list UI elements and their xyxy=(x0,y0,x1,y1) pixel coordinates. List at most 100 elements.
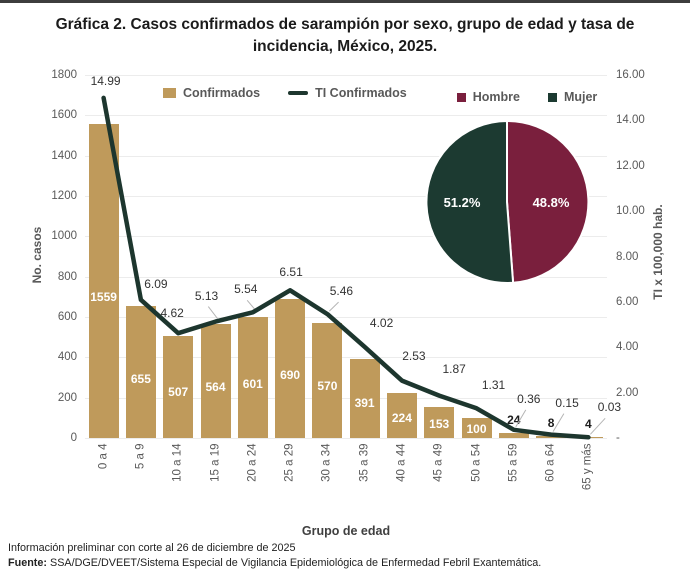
bar-value-label: 690 xyxy=(280,368,301,383)
label-leader-line xyxy=(246,299,256,310)
ti-line-marker-icon xyxy=(288,90,309,96)
ti-point-label: 5.46 xyxy=(329,284,354,299)
ti-point-label: 6.09 xyxy=(144,276,168,291)
gridline xyxy=(85,397,607,399)
y-axis-tick-left: 1400 xyxy=(51,149,77,162)
bar xyxy=(312,323,343,438)
bar-value-label: 153 xyxy=(429,417,450,432)
bar-line-legend: Confirmados TI Confirmados xyxy=(163,86,407,100)
pie-label-mujer: 51.2% xyxy=(443,195,481,210)
bar xyxy=(424,407,455,438)
bar-value-label: 564 xyxy=(205,379,226,394)
bar xyxy=(461,417,492,438)
bar xyxy=(349,359,380,438)
y-axis-tick-right: 12.00 xyxy=(616,159,645,172)
footnote-fuente-text: SSA/DGE/DVEET/Sistema Especial de Vigila… xyxy=(47,557,542,570)
bar xyxy=(536,436,567,438)
bar-value-label: 507 xyxy=(168,385,189,399)
y-axis-tick-left: 400 xyxy=(57,351,77,364)
confirmados-swatch-icon xyxy=(163,88,176,98)
gridline xyxy=(85,317,607,318)
y-axis-tick-left: 800 xyxy=(57,270,77,283)
label-leader-line xyxy=(589,417,606,435)
ti-confirmados-line xyxy=(101,95,591,440)
gridline xyxy=(85,196,607,197)
label-leader-line xyxy=(207,306,218,319)
y-axis-tick-right: 14.00 xyxy=(616,114,645,127)
y-axis-tick-left: 200 xyxy=(57,391,77,404)
bar-value-label: 601 xyxy=(242,376,263,391)
gridline xyxy=(85,155,607,157)
bar-value-label: 655 xyxy=(130,371,151,386)
gridline xyxy=(85,115,607,117)
gridline xyxy=(85,438,607,439)
bar xyxy=(163,335,194,438)
y-axis-tick-left: 600 xyxy=(57,311,77,323)
label-leader-line xyxy=(552,413,565,432)
legend-label-mujer: Mujer xyxy=(563,90,598,104)
ti-point-label: 4.62 xyxy=(160,306,184,321)
bar-value-label: 224 xyxy=(391,410,412,425)
ti-point-label: 5.13 xyxy=(194,288,219,303)
legend-label-confirmados: Confirmados xyxy=(183,86,261,100)
y-axis-tick-left: 1200 xyxy=(51,190,77,202)
bar xyxy=(237,316,268,438)
bar-value-label: 4 xyxy=(585,417,592,432)
bar xyxy=(200,324,231,438)
y-axis-tick-right: - xyxy=(616,432,620,444)
y-axis-tick-right: 10.00 xyxy=(616,205,645,218)
pie-slice-hombre xyxy=(506,119,590,284)
y-axis-tick-right: 8.00 xyxy=(616,250,639,263)
legend-label-hombre: Hombre xyxy=(472,90,520,104)
ti-point-label: 6.51 xyxy=(279,265,303,280)
ti-point-label: 0.15 xyxy=(555,395,579,410)
y-axis-tick-left: 0 xyxy=(70,432,77,444)
bar xyxy=(275,298,306,439)
y-axis-tick-right: 4.00 xyxy=(616,341,639,354)
ti-point-label: 4.02 xyxy=(369,315,394,330)
footnote-line2: Fuente: SSA/DGE/DVEET/Sistema Especial d… xyxy=(8,556,541,571)
ti-point-label: 1.31 xyxy=(481,378,506,393)
y-axis-tick-left: 1800 xyxy=(51,69,77,81)
bar-value-label: 8 xyxy=(547,416,555,431)
y-axis-title-left: No. casos xyxy=(30,226,44,284)
x-axis-title: Grupo de edad xyxy=(301,524,391,538)
y-axis-tick-right: 6.00 xyxy=(616,295,639,308)
gridline xyxy=(85,357,607,359)
ti-point-label: 0.03 xyxy=(597,400,622,415)
pie-legend: Hombre Mujer xyxy=(417,90,637,104)
ti-point-label: 2.53 xyxy=(402,348,426,363)
ti-point-label: 5.54 xyxy=(234,282,258,297)
y-axis-title-right: TI x 100,000 hab. xyxy=(651,204,665,300)
y-axis-tick-left: 1600 xyxy=(51,109,77,122)
label-leader-line xyxy=(329,301,339,312)
ti-point-label: 14.99 xyxy=(90,73,121,88)
y-axis-tick-left: 1000 xyxy=(51,230,77,243)
sex-pie-chart xyxy=(425,119,590,284)
mujer-swatch-icon xyxy=(547,92,557,102)
bar xyxy=(125,305,156,438)
hombre-swatch-icon xyxy=(456,92,466,102)
bar-value-label: 100 xyxy=(466,421,487,436)
top-border-rule xyxy=(0,0,690,3)
bar xyxy=(386,392,417,438)
label-leader-line xyxy=(515,409,527,428)
footnote-line1: Información preliminar con corte al 26 d… xyxy=(8,542,296,554)
legend-label-ti-confirmados: TI Confirmados xyxy=(315,86,407,100)
gridline xyxy=(85,75,607,76)
bar-value-label: 570 xyxy=(317,379,338,394)
footnote: Información preliminar con corte al 26 d… xyxy=(8,541,541,571)
bar xyxy=(88,123,119,438)
ti-point-label: 1.87 xyxy=(442,361,466,376)
y-axis-tick-right: 16.00 xyxy=(616,69,645,81)
bar xyxy=(498,433,529,438)
y-axis-tick-right: 2.00 xyxy=(616,386,639,399)
bar-value-label: 391 xyxy=(354,395,375,410)
ti-point-label: 0.36 xyxy=(517,391,541,406)
gridline xyxy=(85,236,607,238)
footnote-fuente-label: Fuente: xyxy=(8,557,47,570)
gridline xyxy=(85,276,607,278)
chart-title: Gráfica 2. Casos confirmados de sarampió… xyxy=(55,16,635,56)
